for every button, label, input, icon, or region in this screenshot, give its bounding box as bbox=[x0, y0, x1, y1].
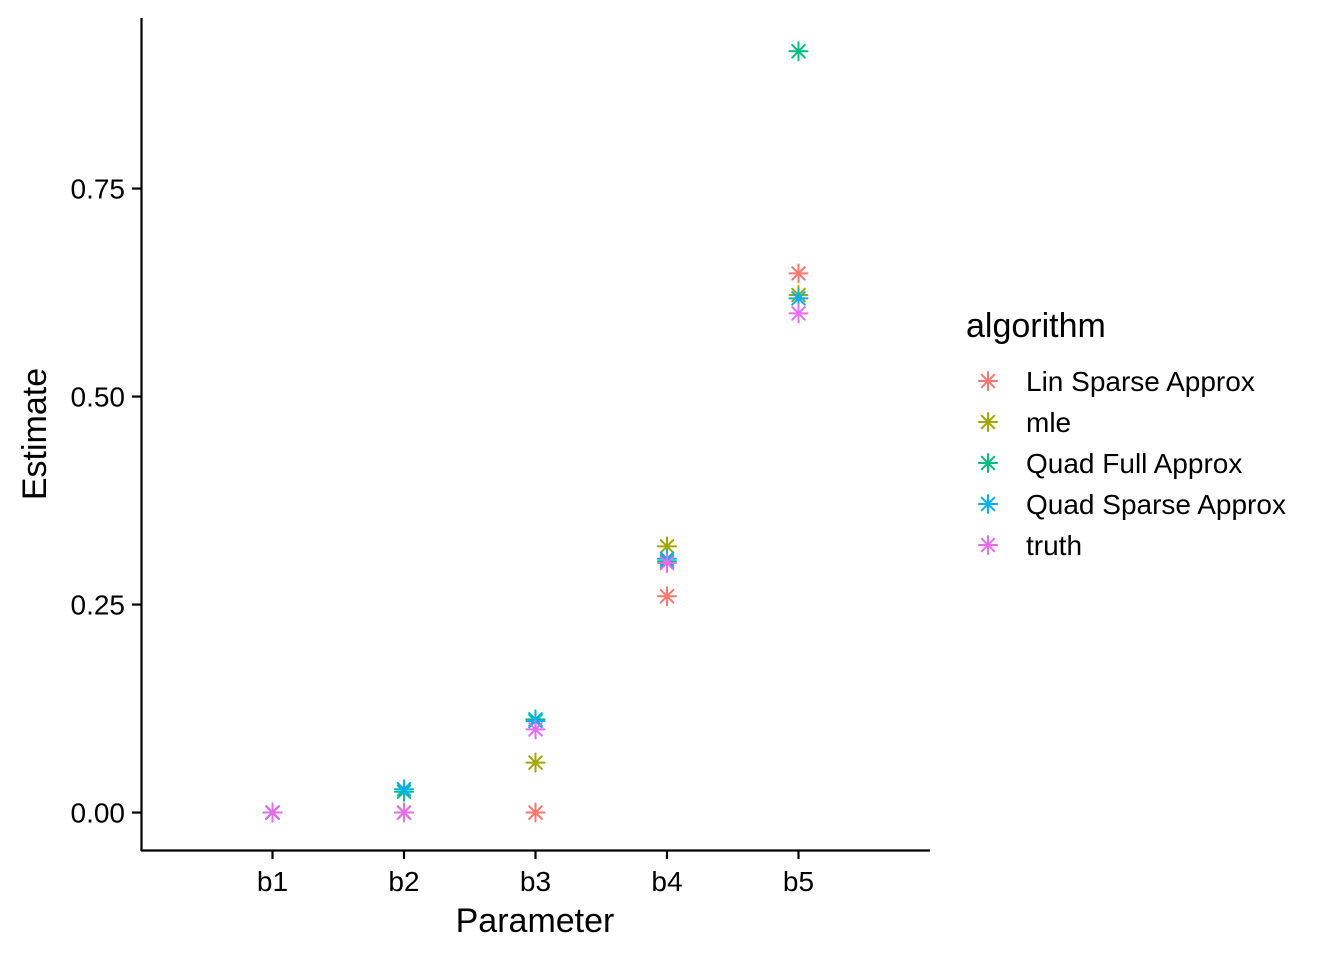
data-point bbox=[262, 802, 283, 823]
data-point bbox=[657, 552, 677, 573]
legend-key-icon bbox=[978, 535, 998, 555]
data-point bbox=[788, 303, 809, 324]
y-tick-label: 0.50 bbox=[71, 382, 126, 413]
data-point bbox=[525, 802, 546, 823]
data-point bbox=[394, 779, 414, 800]
y-tick-label: 0.25 bbox=[71, 590, 126, 621]
x-tick-label: b2 bbox=[388, 866, 419, 897]
x-tick-label: b5 bbox=[783, 866, 814, 897]
legend-item: Lin Sparse Approx bbox=[978, 366, 1255, 397]
data-point bbox=[657, 586, 677, 607]
series-quad-full-approx bbox=[262, 41, 809, 823]
legend-label: mle bbox=[1026, 407, 1071, 438]
legend-item: Quad Sparse Approx bbox=[978, 489, 1286, 520]
legend-key-icon bbox=[978, 494, 998, 514]
x-tick-label: b3 bbox=[520, 866, 551, 897]
y-axis-ticks: 0.00 0.25 0.50 0.75 bbox=[71, 174, 141, 829]
y-tick-label: 0.00 bbox=[71, 798, 126, 829]
data-point bbox=[788, 41, 809, 62]
data-point bbox=[525, 719, 546, 740]
legend-label: Quad Full Approx bbox=[1026, 448, 1242, 479]
legend: algorithm Lin Sparse Approx mle Quad Full … bbox=[966, 307, 1286, 561]
legend-item: truth bbox=[978, 530, 1082, 561]
data-point bbox=[525, 752, 546, 773]
x-tick-label: b4 bbox=[651, 866, 682, 897]
legend-key-icon bbox=[978, 453, 998, 473]
y-axis-title: Estimate bbox=[16, 368, 54, 500]
legend-item: mle bbox=[978, 407, 1071, 438]
legend-item: Quad Full Approx bbox=[978, 448, 1242, 479]
y-tick-label: 0.75 bbox=[71, 174, 126, 205]
x-axis-ticks: b1 b2 b3 b4 b5 bbox=[257, 850, 814, 897]
x-axis-title: Parameter bbox=[456, 902, 615, 940]
legend-key-icon bbox=[978, 371, 998, 391]
data-point bbox=[788, 263, 809, 284]
legend-label: Quad Sparse Approx bbox=[1026, 489, 1286, 520]
data-point bbox=[394, 802, 414, 823]
legend-title: algorithm bbox=[966, 307, 1106, 345]
legend-items: Lin Sparse Approx mle Quad Full Approx Quad… bbox=[978, 366, 1286, 561]
legend-label: truth bbox=[1026, 530, 1082, 561]
legend-label: Lin Sparse Approx bbox=[1026, 366, 1255, 397]
x-tick-label: b1 bbox=[257, 866, 288, 897]
data-points bbox=[262, 41, 809, 823]
series-truth bbox=[262, 303, 809, 823]
series-quad-sparse-approx bbox=[262, 288, 809, 823]
series-mle bbox=[262, 285, 809, 823]
legend-key-icon bbox=[978, 412, 998, 432]
